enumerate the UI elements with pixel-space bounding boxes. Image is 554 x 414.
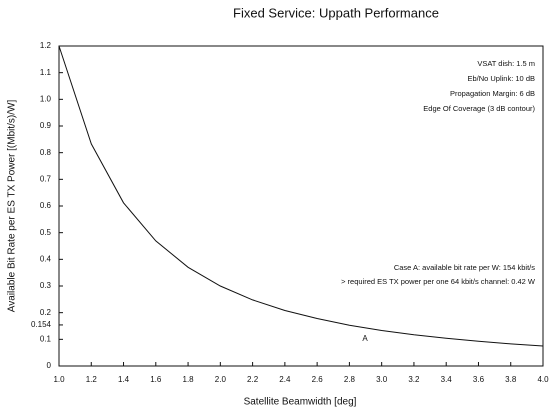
- x-tick-label: 3.0: [376, 375, 388, 384]
- y-tick-label: 0.8: [40, 148, 52, 157]
- x-tick-label: 1.8: [183, 375, 195, 384]
- x-tick-label: 3.4: [441, 375, 453, 384]
- x-tick-label: 2.8: [344, 375, 356, 384]
- x-tick-label: 3.2: [408, 375, 420, 384]
- series-label: A: [362, 334, 368, 343]
- x-tick-label: 2.0: [215, 375, 227, 384]
- x-tick-label: 1.4: [118, 375, 130, 384]
- y-tick-label: 1.0: [40, 94, 52, 103]
- y-tick-label: 0: [47, 361, 52, 370]
- y-tick-label: 0.9: [40, 121, 52, 130]
- y-tick-label: 0.154: [31, 320, 52, 329]
- x-tick-label: 2.4: [279, 375, 291, 384]
- y-tick-label: 1.2: [40, 41, 52, 50]
- y-tick-label: 0.7: [40, 174, 52, 183]
- y-tick-label: 0.4: [40, 254, 52, 263]
- x-tick-label: 1.0: [53, 375, 65, 384]
- x-tick-label: 2.6: [312, 375, 324, 384]
- x-tick-label: 1.6: [150, 375, 162, 384]
- chart-title: Fixed Service: Uppath Performance: [233, 5, 439, 20]
- annotation: VSAT dish: 1.5 m: [477, 59, 535, 68]
- line: [58, 45, 544, 347]
- x-axis-label: Satellite Beamwidth [deg]: [244, 397, 357, 408]
- y-tick-label: 0.5: [40, 228, 52, 237]
- y-tick-label: 0.2: [40, 308, 52, 317]
- annotation: Eb/No Uplink: 10 dB: [467, 74, 535, 83]
- y-tick-label: 1.1: [40, 68, 52, 77]
- x-tick-label: 3.8: [505, 375, 517, 384]
- x-tick-label: 4.0: [537, 375, 549, 384]
- x-tick-label: 2.2: [247, 375, 259, 384]
- x-tick-label: 1.2: [86, 375, 98, 384]
- x-tick-label: 3.6: [473, 375, 485, 384]
- y-tick-label: 0.3: [40, 281, 52, 290]
- annotation: Edge Of Coverage (3 dB contour): [423, 104, 535, 113]
- annotation: Case A: available bit rate per W: 154 kb…: [394, 263, 535, 272]
- y-tick-label: 0.1: [40, 334, 52, 343]
- annotation: > required ES TX power per one 64 kbit/s…: [341, 277, 536, 286]
- y-tick-label: 0.6: [40, 201, 52, 210]
- annotation: Propagation Margin: 6 dB: [450, 89, 535, 98]
- y-axis-label: Available Bit Rate per ES TX Power [(Mbi…: [7, 100, 18, 313]
